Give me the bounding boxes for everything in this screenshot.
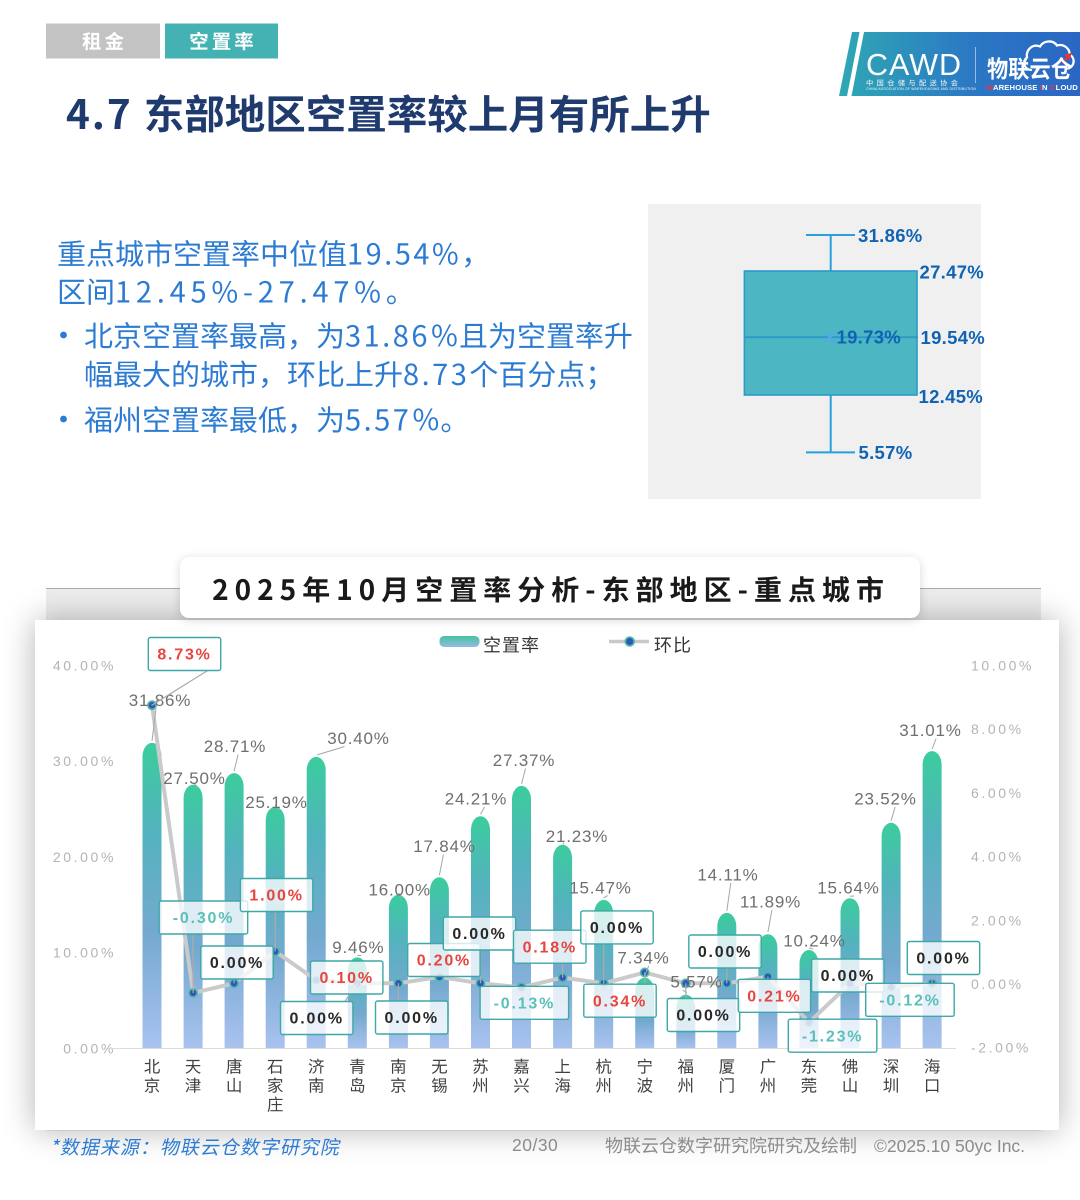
svg-text:20.00%: 20.00% xyxy=(53,849,116,865)
svg-text:27.50%: 27.50% xyxy=(163,769,225,788)
svg-text:14.11%: 14.11% xyxy=(697,866,758,885)
svg-text:10.00%: 10.00% xyxy=(53,945,116,961)
svg-text:21.23%: 21.23% xyxy=(546,827,608,846)
svg-text:30.40%: 30.40% xyxy=(327,729,389,748)
svg-text:WAREHOUSE IN CLOUD: WAREHOUSE IN CLOUD xyxy=(986,83,1078,92)
svg-text:©2025.10 50yc Inc.: ©2025.10 50yc Inc. xyxy=(874,1136,1025,1156)
svg-text:0.00%: 0.00% xyxy=(385,1010,439,1027)
svg-text:0.00%: 0.00% xyxy=(698,944,752,961)
svg-text:-0.30%: -0.30% xyxy=(173,910,235,927)
svg-text:5.57%: 5.57% xyxy=(670,973,722,992)
svg-text:8.73%: 8.73% xyxy=(157,647,211,664)
svg-text:0.00%: 0.00% xyxy=(676,1008,730,1025)
svg-text:15.47%: 15.47% xyxy=(569,878,631,897)
svg-text:-0.13%: -0.13% xyxy=(494,996,556,1013)
svg-text:CHINA ASSOCIATION OF WAREHOUSI: CHINA ASSOCIATION OF WAREHOUSING AND DIS… xyxy=(866,87,976,91)
svg-text:1.00%: 1.00% xyxy=(249,888,303,905)
svg-text:10.00%: 10.00% xyxy=(971,658,1034,674)
svg-text:0.34%: 0.34% xyxy=(593,993,647,1010)
svg-text:0.00%: 0.00% xyxy=(210,955,264,972)
svg-text:0.00%: 0.00% xyxy=(590,920,644,937)
svg-text:7.34%: 7.34% xyxy=(617,949,669,968)
svg-text:5.57%: 5.57% xyxy=(859,442,913,463)
svg-text:9.46%: 9.46% xyxy=(332,938,384,957)
svg-text:12.45%: 12.45% xyxy=(919,386,984,407)
svg-text:19.73%: 19.73% xyxy=(837,327,902,348)
svg-text:0.00%: 0.00% xyxy=(452,926,506,943)
svg-text:27.37%: 27.37% xyxy=(493,751,555,770)
svg-text:25.19%: 25.19% xyxy=(245,793,307,812)
svg-text:0.10%: 0.10% xyxy=(320,970,374,987)
svg-text:4.00%: 4.00% xyxy=(971,849,1024,865)
svg-text:19.54%: 19.54% xyxy=(921,327,986,348)
svg-text:40.00%: 40.00% xyxy=(53,657,116,673)
svg-text:-0.12%: -0.12% xyxy=(879,993,941,1010)
svg-text:31.86%: 31.86% xyxy=(858,225,923,246)
svg-text:CAWD: CAWD xyxy=(866,48,962,82)
svg-text:0.18%: 0.18% xyxy=(523,939,577,956)
svg-text:31.01%: 31.01% xyxy=(899,721,961,740)
svg-text:28.71%: 28.71% xyxy=(204,737,266,756)
svg-text:0.00%: 0.00% xyxy=(916,951,970,968)
svg-text:24.21%: 24.21% xyxy=(445,790,507,809)
svg-text:17.84%: 17.84% xyxy=(413,837,475,856)
svg-text:16.00%: 16.00% xyxy=(368,880,430,899)
svg-text:23.52%: 23.52% xyxy=(854,790,916,809)
svg-text:0.00%: 0.00% xyxy=(290,1011,344,1028)
svg-text:0.20%: 0.20% xyxy=(417,953,471,970)
svg-text:0.00%: 0.00% xyxy=(821,968,875,985)
svg-text:8.00%: 8.00% xyxy=(971,721,1024,737)
svg-text:0.21%: 0.21% xyxy=(747,989,801,1006)
svg-text:11.89%: 11.89% xyxy=(740,893,801,912)
svg-text:20/30: 20/30 xyxy=(512,1135,558,1155)
svg-text:-1.23%: -1.23% xyxy=(802,1028,864,1045)
svg-text:10.24%: 10.24% xyxy=(783,932,845,951)
svg-text:15.64%: 15.64% xyxy=(817,879,879,898)
svg-text:6.00%: 6.00% xyxy=(971,785,1024,801)
svg-text:27.47%: 27.47% xyxy=(920,262,985,283)
svg-text:0.00%: 0.00% xyxy=(63,1040,116,1056)
svg-text:2.00%: 2.00% xyxy=(971,912,1024,928)
svg-text:-2.00%: -2.00% xyxy=(971,1040,1031,1056)
svg-text:0.00%: 0.00% xyxy=(971,976,1024,992)
svg-text:30.00%: 30.00% xyxy=(53,753,116,769)
